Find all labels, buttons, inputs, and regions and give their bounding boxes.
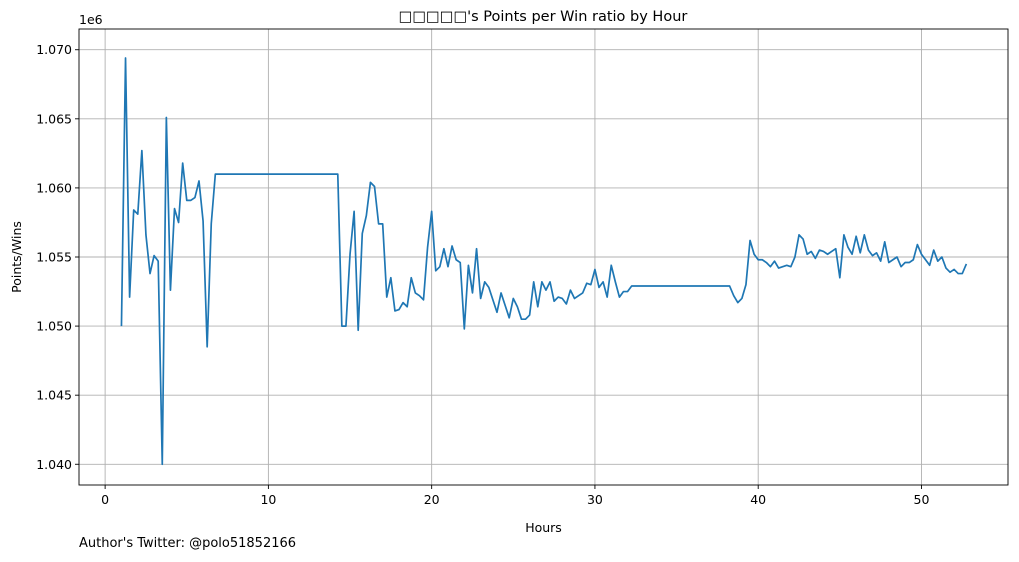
x-axis-label: Hours	[525, 520, 562, 535]
series-line	[120, 57, 968, 466]
y-tick-label: 1.045	[36, 388, 72, 403]
y-axis-offset-label: 1e6	[79, 12, 103, 27]
y-tick-label: 1.065	[36, 111, 72, 126]
y-axis-ticks: 1.040 1.045 1.050 1.055 1.060 1.065 1.070	[36, 42, 79, 472]
x-axis-ticks: 0 10 20 30 40 50	[101, 485, 929, 507]
y-axis-label: Points/Wins	[9, 221, 24, 293]
y-tick-label: 1.060	[36, 180, 72, 195]
x-tick-label: 0	[101, 492, 109, 507]
x-tick-label: 30	[587, 492, 603, 507]
y-tick-label: 1.055	[36, 250, 72, 265]
grid	[79, 29, 1008, 485]
x-tick-label: 50	[914, 492, 930, 507]
y-tick-label: 1.070	[36, 42, 72, 57]
y-tick-label: 1.050	[36, 319, 72, 334]
chart-title: □□□□□'s Points per Win ratio by Hour	[399, 9, 688, 25]
y-tick-label: 1.040	[36, 457, 72, 472]
series-group	[120, 57, 968, 466]
author-credit: Author's Twitter: @polo51852166	[79, 536, 297, 551]
x-tick-label: 10	[260, 492, 276, 507]
x-tick-label: 20	[424, 492, 440, 507]
x-tick-label: 40	[750, 492, 766, 507]
